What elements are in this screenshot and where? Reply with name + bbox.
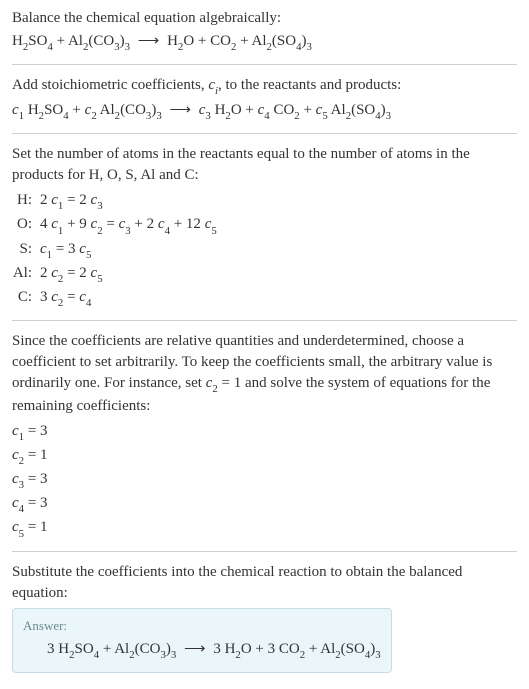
coef-c2: c2 = 1 [12, 445, 517, 468]
section-solve: Since the coefficients are relative quan… [12, 331, 517, 541]
section2-title: Add stoichiometric coefficients, ci, to … [12, 75, 517, 98]
divider [12, 133, 517, 134]
section-atom-equations: Set the number of atoms in the reactants… [12, 144, 517, 310]
section5-title: Substitute the coefficients into the che… [12, 562, 517, 604]
answer-label: Answer: [23, 617, 381, 635]
atom-row-H: H: 2 c1 = 2 c3 [12, 190, 517, 213]
coef-c3: c3 = 3 [12, 469, 517, 492]
atom-row-C: C: 3 c2 = c4 [12, 287, 517, 310]
divider [12, 551, 517, 552]
atom-row-Al: Al: 2 c2 = 2 c5 [12, 263, 517, 286]
section4-title: Since the coefficients are relative quan… [12, 331, 517, 417]
section-answer: Substitute the coefficients into the che… [12, 562, 517, 673]
atom-equations-table: H: 2 c1 = 2 c3 O: 4 c1 + 9 c2 = c3 + 2 c… [12, 190, 517, 310]
coef-c4: c4 = 3 [12, 493, 517, 516]
balanced-equation: 3 H2SO4 + Al2(CO3)3 ⟶ 3 H2O + 3 CO2 + Al… [23, 639, 381, 662]
arrow-icon: ⟶ [169, 100, 191, 121]
divider [12, 320, 517, 321]
arrow-icon: ⟶ [138, 31, 160, 52]
section-balance-intro: Balance the chemical equation algebraica… [12, 8, 517, 54]
coef-c1: c1 = 3 [12, 421, 517, 444]
unbalanced-equation: H2SO4 + Al2(CO3)3 ⟶ H2O + CO2 + Al2(SO4)… [12, 31, 517, 54]
section3-title: Set the number of atoms in the reactants… [12, 144, 517, 186]
arrow-icon: ⟶ [184, 639, 206, 660]
coef-c5: c5 = 1 [12, 517, 517, 540]
section-add-coefficients: Add stoichiometric coefficients, ci, to … [12, 75, 517, 123]
answer-box: Answer: 3 H2SO4 + Al2(CO3)3 ⟶ 3 H2O + 3 … [12, 608, 392, 673]
divider [12, 64, 517, 65]
coefficient-solutions: c1 = 3 c2 = 1 c3 = 3 c4 = 3 c5 = 1 [12, 421, 517, 541]
atom-row-O: O: 4 c1 + 9 c2 = c3 + 2 c4 + 12 c5 [12, 214, 517, 237]
section1-title: Balance the chemical equation algebraica… [12, 8, 517, 29]
atom-row-S: S: c1 = 3 c5 [12, 239, 517, 262]
coefficient-equation: c1 H2SO4 + c2 Al2(CO3)3 ⟶ c3 H2O + c4 CO… [12, 100, 517, 123]
